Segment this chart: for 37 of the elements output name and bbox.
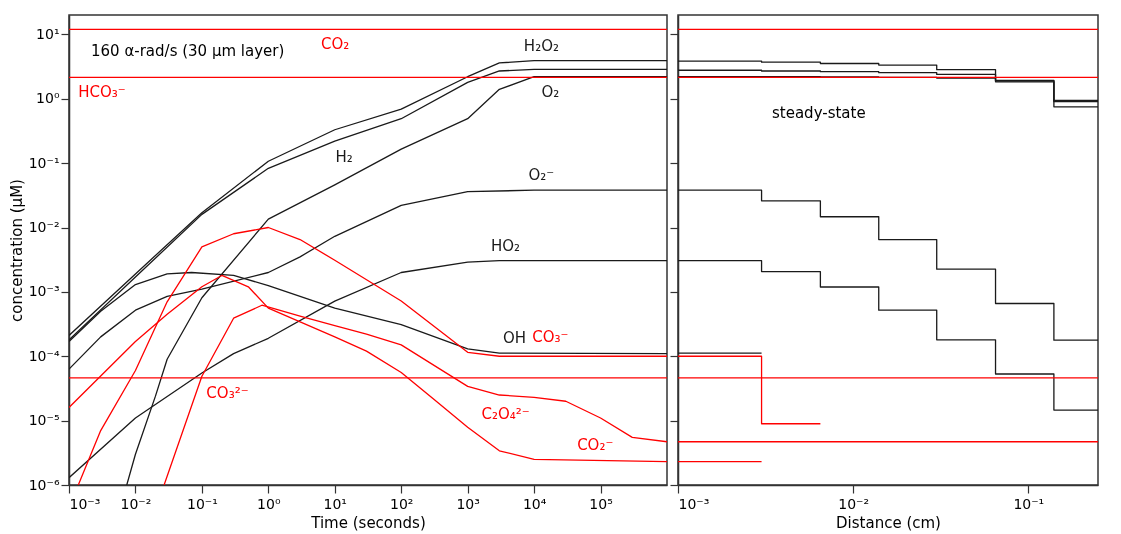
series-label: OH — [502, 329, 527, 348]
x-tick-label: 10⁵ — [589, 495, 613, 512]
x-tick-label: 10² — [390, 495, 414, 512]
y-tick-label: 10⁻² — [28, 219, 60, 235]
x-tick-label: 10⁻¹ — [186, 495, 218, 512]
series-label: CO₂⁻ — [577, 436, 614, 455]
x-tick-label: 10⁻³ — [69, 495, 101, 512]
x-tick-label: 10¹ — [323, 495, 347, 512]
series-label: CO₂ — [320, 35, 350, 54]
series-label: CO₃²⁻ — [206, 383, 249, 402]
series-label: H₂O₂ — [523, 36, 559, 55]
x-tick-label: 10⁻² — [120, 495, 152, 512]
series-label: CO₃⁻ — [532, 328, 569, 347]
y-tick-label: 10⁻³ — [28, 283, 60, 300]
x-tick-label: 10⁻¹ — [1013, 495, 1045, 512]
series-label: H₂ — [335, 147, 353, 166]
series-label: HO₂ — [490, 236, 521, 255]
x-tick-label: 10³ — [456, 495, 480, 512]
x-tick-label: 10⁻² — [838, 495, 870, 512]
y-tick-label: 10⁻⁵ — [28, 412, 60, 429]
x-axis-title: Time (seconds) — [310, 513, 426, 532]
annotation: steady-state — [772, 104, 866, 122]
y-tick-label: 10⁻⁴ — [28, 347, 60, 364]
y-tick-label: 10⁰ — [36, 90, 60, 107]
x-tick-label: 10⁴ — [522, 495, 547, 512]
x-axis-title: Distance (cm) — [836, 513, 941, 532]
series-label: C₂O₄²⁻ — [481, 405, 530, 424]
x-tick-label: 10⁰ — [257, 495, 281, 512]
y-tick-label: 10⁻¹ — [28, 154, 60, 171]
annotation: 160 α-rad/s (30 μm layer) — [91, 42, 285, 60]
y-tick-label: 10⁻⁶ — [28, 476, 60, 493]
y-axis-title: concentration (μM) — [7, 179, 26, 322]
series-label: O₂⁻ — [528, 166, 555, 185]
series-label: O₂ — [541, 82, 560, 101]
y-tick-label: 10¹ — [36, 25, 60, 42]
x-tick-label: 10⁻³ — [678, 495, 710, 512]
series-label: HCO₃⁻ — [78, 83, 126, 102]
